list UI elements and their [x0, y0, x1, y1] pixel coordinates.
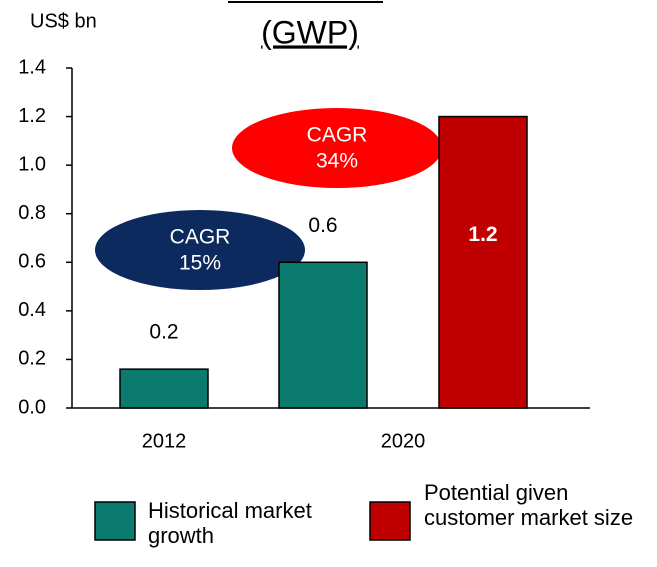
value-label: 0.2 [149, 321, 178, 344]
cagr-text: CAGR [170, 226, 231, 249]
cagr-text: CAGR [307, 124, 368, 147]
bar [438, 115, 528, 409]
cagr-bubble [95, 210, 305, 290]
legend-label: Potential given customer market size [424, 480, 634, 530]
bar [278, 261, 368, 409]
legend-swatch [94, 501, 136, 541]
value-label: 0.6 [308, 214, 337, 237]
legend-swatch [369, 501, 411, 541]
cagr-text: 34% [316, 150, 358, 173]
chart-title: (GWP) [261, 14, 359, 50]
y-tick-label: 0.4 [18, 299, 46, 321]
y-tick-label: 0.8 [18, 202, 46, 224]
legend-label: Historical market growth [148, 498, 312, 548]
cagr-bubble [232, 108, 442, 188]
y-unit: US$ bn [30, 10, 97, 32]
y-tick-label: 0.2 [18, 348, 46, 370]
x-tick-label: 2020 [381, 430, 426, 452]
y-tick-label: 0.0 [18, 396, 46, 418]
bar [119, 368, 209, 409]
y-tick-label: 1.0 [18, 153, 46, 175]
y-tick-label: 1.4 [18, 56, 46, 78]
y-tick-label: 0.6 [18, 251, 46, 273]
x-tick-label: 2012 [142, 430, 187, 452]
cagr-text: 15% [179, 252, 221, 275]
value-label: 1.2 [468, 223, 497, 246]
y-tick-label: 1.2 [18, 105, 46, 127]
